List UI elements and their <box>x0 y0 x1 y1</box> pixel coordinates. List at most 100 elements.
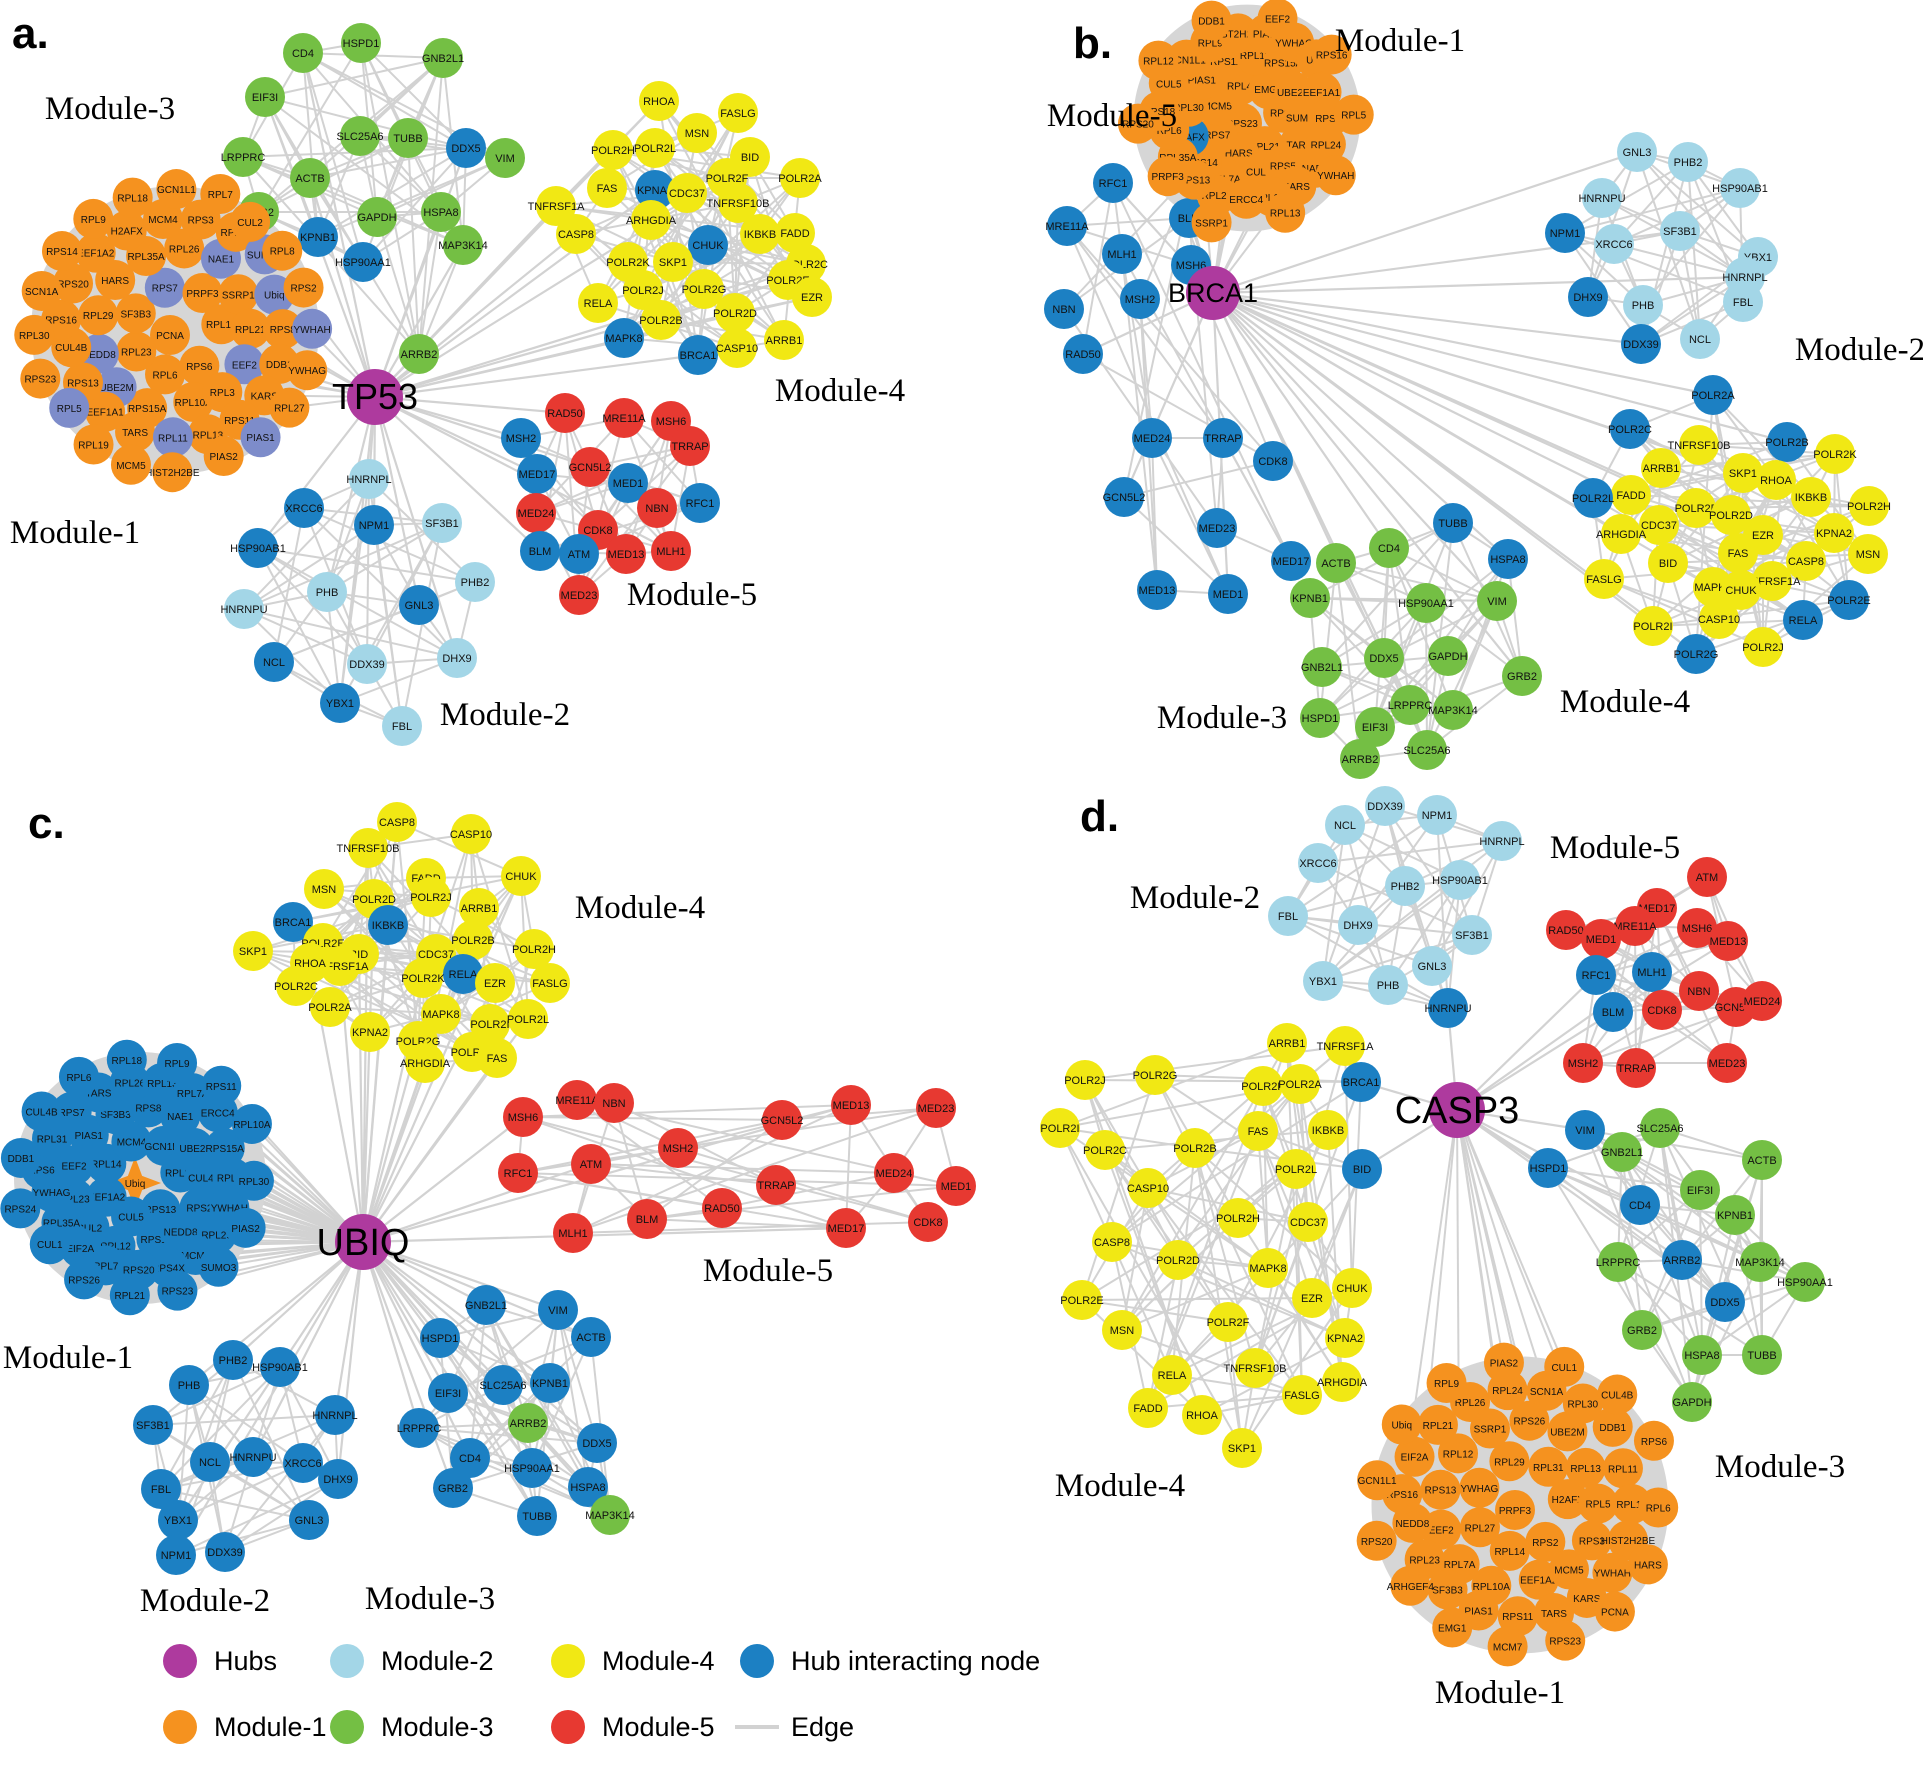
node-FAS[interactable]: FAS <box>1238 1111 1278 1151</box>
node-GCN1L1[interactable]: GCN1L1 <box>1357 1460 1398 1501</box>
node-IKBKB[interactable]: IKBKB <box>368 905 408 945</box>
node-MED24[interactable]: MED24 <box>516 493 556 533</box>
node-HSPD1[interactable]: HSPD1 <box>341 23 381 63</box>
node-HSPD1[interactable]: HSPD1 <box>1300 698 1340 738</box>
node-RPL6[interactable]: RPL6 <box>1638 1487 1679 1528</box>
node-RPL21[interactable]: RPL21 <box>230 308 271 349</box>
node-POLR2B[interactable]: POLR2B <box>1765 422 1809 462</box>
node-MRE11A[interactable]: MRE11A <box>602 398 646 438</box>
node-POLR2K[interactable]: POLR2K <box>401 958 445 998</box>
node-EMG1[interactable]: EMG1 <box>1432 1607 1473 1648</box>
node-YBX1[interactable]: YBX1 <box>320 683 360 723</box>
node-SUMO3[interactable]: SUMO3 <box>198 1246 239 1287</box>
node-RHOA[interactable]: RHOA <box>1756 460 1796 500</box>
node-ERCC4[interactable]: ERCC4 <box>1226 178 1267 219</box>
node-CASP10[interactable]: CASP10 <box>450 814 492 854</box>
node-MED17[interactable]: MED17 <box>1271 541 1311 581</box>
node-MSN[interactable]: MSN <box>1848 534 1888 574</box>
node-EEF2[interactable]: EEF2 <box>1257 0 1298 39</box>
node-RPS16[interactable]: RPS16 <box>1311 34 1352 75</box>
node-TNFRSF1A[interactable]: TNFRSF1A <box>1744 561 1802 601</box>
node-MED24[interactable]: MED24 <box>874 1153 914 1193</box>
node-MED23[interactable]: MED23 <box>1707 1043 1747 1083</box>
node-DDX5[interactable]: DDX5 <box>1705 1282 1745 1322</box>
node-ARRB2[interactable]: ARRB2 <box>508 1403 548 1443</box>
node-XRCC6[interactable]: XRCC6 <box>284 488 324 528</box>
node-HNRNPL[interactable]: HNRNPL <box>1479 821 1525 861</box>
node-EEF1A2[interactable]: EEF1A2 <box>86 1176 127 1217</box>
hub-CASP3[interactable]: CASP3 <box>1395 1082 1520 1138</box>
node-YWHAG[interactable]: YWHAG <box>1459 1467 1500 1508</box>
node-SLC25A6[interactable]: SLC25A6 <box>479 1365 527 1405</box>
node-GNL3[interactable]: GNL3 <box>1617 132 1657 172</box>
node-HSP90AB1[interactable]: HSP90AB1 <box>1432 860 1488 900</box>
node-CD4[interactable]: CD4 <box>1369 528 1409 568</box>
node-TRRAP[interactable]: TRRAP <box>670 426 710 466</box>
node-PHB2[interactable]: PHB2 <box>1668 142 1708 182</box>
node-NBN[interactable]: NBN <box>637 488 677 528</box>
node-CASP8[interactable]: CASP8 <box>556 214 596 254</box>
node-POLR2B[interactable]: POLR2B <box>639 300 683 340</box>
node-DHX9[interactable]: DHX9 <box>1568 277 1608 317</box>
node-RHOA[interactable]: RHOA <box>1182 1395 1222 1435</box>
node-ACTB[interactable]: ACTB <box>290 158 330 198</box>
node-CASP8[interactable]: CASP8 <box>377 802 417 842</box>
node-LRPPRC[interactable]: LRPPRC <box>221 137 266 177</box>
node-RPS23[interactable]: RPS23 <box>157 1270 198 1311</box>
node-EEF1A2[interactable]: EEF1A2 <box>75 232 116 273</box>
hub-BRCA1[interactable]: BRCA1 <box>1168 266 1258 320</box>
node-MED1[interactable]: MED1 <box>936 1166 976 1206</box>
node-FADD[interactable]: FADD <box>775 213 815 253</box>
node-MAP3K14[interactable]: MAP3K14 <box>1428 690 1478 730</box>
node-RPS20[interactable]: RPS20 <box>1356 1520 1397 1561</box>
node-MLH1[interactable]: MLH1 <box>651 531 691 571</box>
node-GNB2L1[interactable]: GNB2L1 <box>1601 1132 1643 1172</box>
node-HSPA8[interactable]: HSPA8 <box>1682 1335 1722 1375</box>
node-MED13[interactable]: MED13 <box>831 1085 871 1125</box>
node-CASP10[interactable]: CASP10 <box>1698 599 1740 639</box>
node-CD4[interactable]: CD4 <box>283 33 323 73</box>
node-RELA[interactable]: RELA <box>1783 600 1823 640</box>
node-SF3B3[interactable]: SF3B3 <box>115 293 156 334</box>
node-RPL29[interactable]: RPL29 <box>1489 1441 1530 1482</box>
node-KPNA2[interactable]: KPNA2 <box>635 170 675 210</box>
node-FASLG[interactable]: FASLG <box>1584 559 1624 599</box>
node-RPL30[interactable]: RPL30 <box>14 314 55 355</box>
node-POLR2D[interactable]: POLR2D <box>1156 1240 1200 1280</box>
node-FADD[interactable]: FADD <box>1128 1388 1168 1428</box>
node-HSP90AB1[interactable]: HSP90AB1 <box>230 528 286 568</box>
node-RPL6[interactable]: RPL6 <box>145 354 186 395</box>
node-CASP8[interactable]: CASP8 <box>1092 1222 1132 1262</box>
node-RPL18[interactable]: RPL18 <box>106 1039 147 1080</box>
node-CDK8[interactable]: CDK8 <box>1642 990 1682 1030</box>
node-EIF2A[interactable]: EIF2A <box>1394 1436 1435 1477</box>
node-RPL9[interactable]: RPL9 <box>157 1042 198 1083</box>
node-RPS26[interactable]: RPS26 <box>64 1259 105 1300</box>
node-DDB1[interactable]: DDB1 <box>1592 1406 1633 1447</box>
node-PIAS2[interactable]: PIAS2 <box>203 436 244 477</box>
node-POLR2L[interactable]: POLR2L <box>1275 1149 1317 1189</box>
node-RPL14[interactable]: RPL14 <box>1489 1530 1530 1571</box>
node-ARRB2[interactable]: ARRB2 <box>1340 739 1380 779</box>
node-SSRP1[interactable]: SSRP1 <box>1191 202 1232 243</box>
node-GAPDH[interactable]: GAPDH <box>1672 1382 1712 1422</box>
node-FASLG[interactable]: FASLG <box>530 963 570 1003</box>
node-GNL3[interactable]: GNL3 <box>399 585 439 625</box>
node-NPM1[interactable]: NPM1 <box>156 1535 196 1575</box>
node-MRE11A[interactable]: MRE11A <box>1613 906 1657 946</box>
node-FBL[interactable]: FBL <box>1723 282 1763 322</box>
node-TUBB[interactable]: TUBB <box>517 1496 557 1536</box>
node-CDK8[interactable]: CDK8 <box>908 1202 948 1242</box>
node-POLR2J[interactable]: POLR2J <box>1064 1060 1106 1100</box>
node-Ubiq[interactable]: Ubiq <box>1381 1404 1422 1445</box>
node-POLR2J[interactable]: POLR2J <box>1742 627 1784 667</box>
node-SSRP1[interactable]: SSRP1 <box>218 274 259 315</box>
node-RPL27[interactable]: RPL27 <box>1459 1507 1500 1548</box>
node-SKP1[interactable]: SKP1 <box>233 931 273 971</box>
node-GRB2[interactable]: GRB2 <box>1622 1310 1662 1350</box>
node-SF3B1[interactable]: SF3B1 <box>1660 211 1700 251</box>
node-PIAS2[interactable]: PIAS2 <box>1483 1342 1524 1383</box>
node-ACTB[interactable]: ACTB <box>571 1317 611 1357</box>
node-CHUK[interactable]: CHUK <box>688 225 728 265</box>
node-KPNA2[interactable]: KPNA2 <box>1814 513 1854 553</box>
